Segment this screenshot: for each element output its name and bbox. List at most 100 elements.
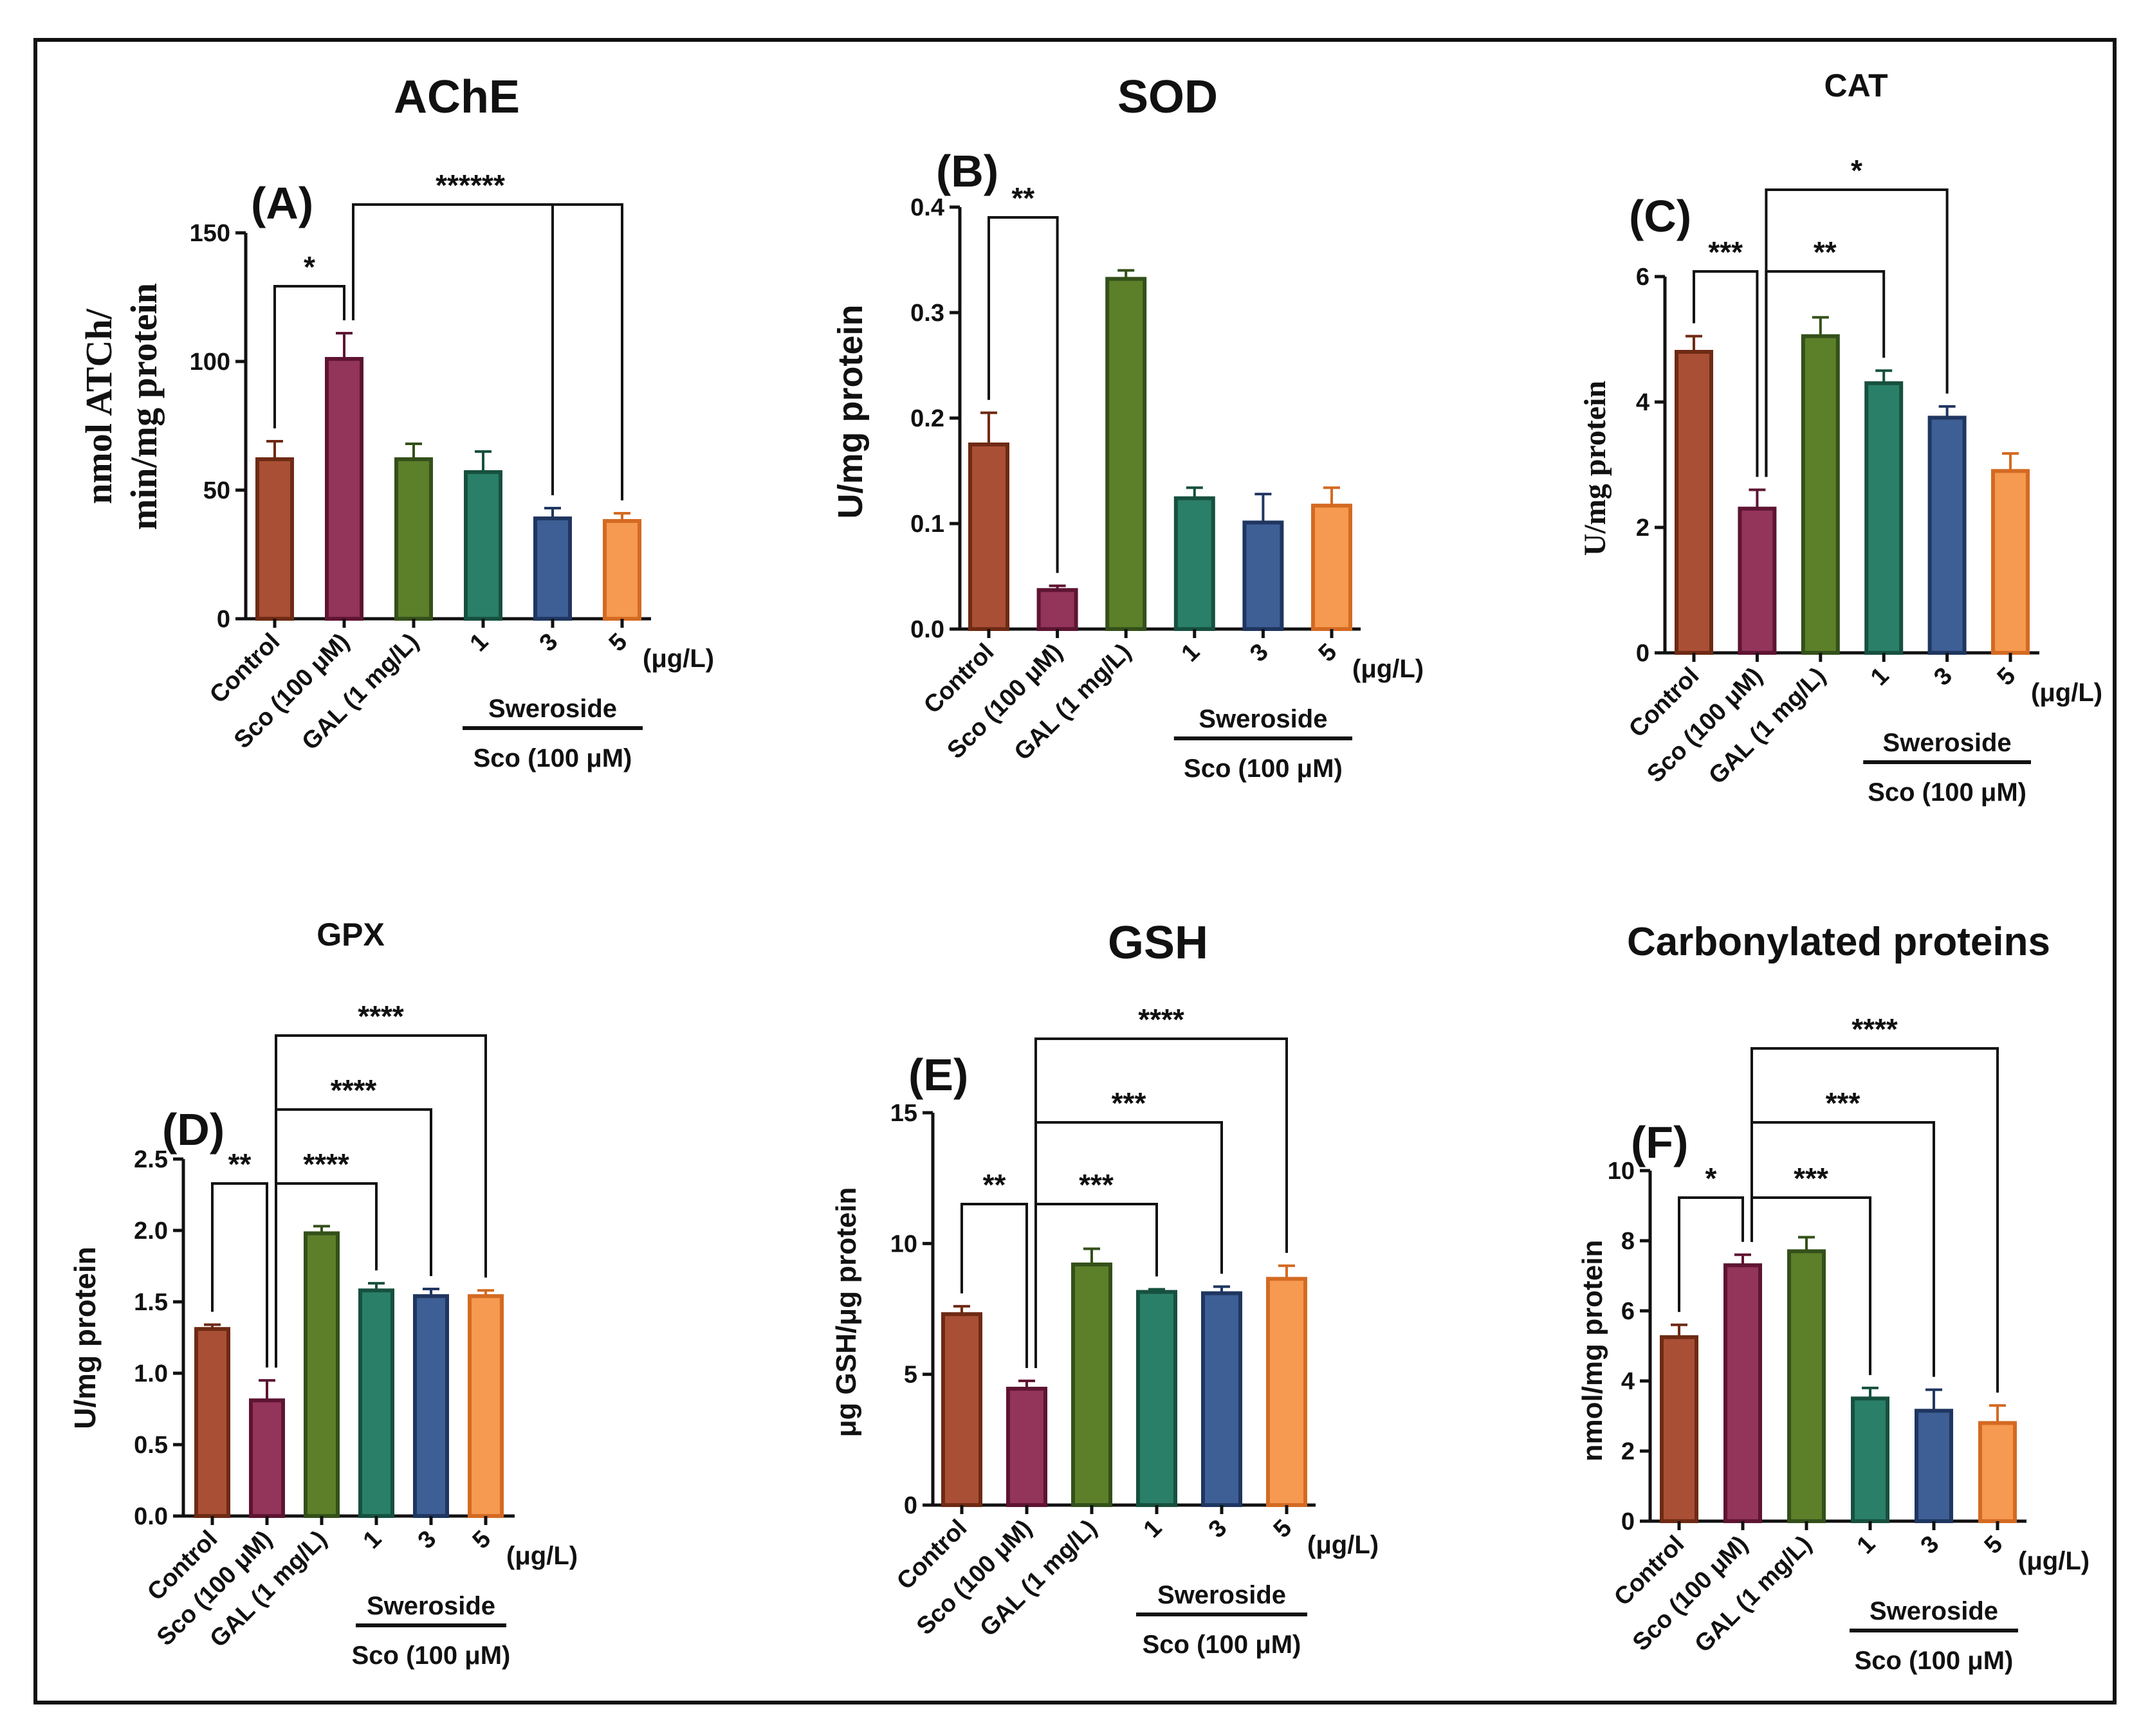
significance-bracket — [275, 1034, 487, 1368]
bar — [1738, 506, 1777, 655]
x-tick-label: 3 — [535, 628, 564, 657]
x-tick-label: 1 — [1139, 1515, 1168, 1544]
group-sublabel: Sco (100 μM) — [1855, 1647, 2014, 1675]
y-tick-label: 50 — [203, 477, 230, 504]
y-tick-label: 15 — [890, 1100, 917, 1127]
group-sublabel: Sco (100 μM) — [352, 1641, 511, 1670]
significance-bracket — [352, 203, 554, 495]
bar — [1105, 277, 1147, 631]
y-tick-label: 0 — [904, 1492, 917, 1519]
x-tick-label: 3 — [1929, 662, 1958, 691]
x-tick-label: 1 — [465, 628, 494, 657]
x-tick-label: 5 — [468, 1526, 497, 1555]
significance-label: ** — [228, 1147, 252, 1181]
group-label: Sweroside — [1883, 729, 2012, 757]
chart-panel-4: GPX(D)U/mg protein0.00.51.01.52.02.5Cont… — [68, 917, 578, 1670]
group-sublabel: Sco (100 μM) — [473, 744, 632, 772]
chart-title: Carbonylated proteins — [1627, 920, 2050, 964]
bar — [1660, 1335, 1698, 1523]
y-axis-label: nmol/mg protein — [1577, 1240, 1608, 1462]
y-axis-label-line: U/mg protein — [1578, 381, 1612, 556]
x-tick-label: 3 — [413, 1526, 442, 1555]
y-tick-label: 150 — [190, 220, 230, 247]
bar — [1864, 381, 1904, 655]
y-axis-label-line: U/mg protein — [68, 1247, 102, 1429]
x-tick-label: GAL (1 mg/L) — [1689, 1531, 1817, 1658]
y-tick-label: 0 — [1621, 1508, 1635, 1535]
significance-bracket — [1765, 188, 1949, 477]
chart-panel-1: AChE (A) nmol ATCh/min/mg protein 0 50 100 150… — [78, 71, 714, 772]
significance-label: **** — [331, 1074, 377, 1107]
group-label: Sweroside — [1870, 1597, 1998, 1625]
group-sublabel: Sco (100 μM) — [1143, 1631, 1301, 1659]
y-axis-label-line: U/mg protein — [831, 305, 870, 519]
unit-label: (μg/L) — [1352, 655, 1424, 683]
bar — [1136, 1290, 1177, 1507]
unit-label: (μg/L) — [2031, 679, 2102, 707]
unit-label: (μg/L) — [643, 644, 714, 673]
chart-title: AChE — [394, 71, 520, 123]
chart-panel-5: GSH(E)μg GSH/μg protein051015ControlSco … — [831, 917, 1379, 1659]
bar — [464, 470, 502, 621]
chart-panel-6: Carbonylated proteins (F) nmol/mg protein 0… — [1577, 920, 2090, 1675]
figure-frame — [33, 38, 2117, 1704]
significance-bracket — [1034, 1037, 1288, 1368]
bar — [1991, 469, 2030, 655]
significance-bracket — [352, 203, 623, 500]
significance-bracket — [988, 216, 1059, 573]
bar — [1787, 1249, 1826, 1523]
bar — [1201, 1291, 1242, 1507]
significance-bracket — [960, 1203, 1028, 1368]
y-axis-label-line: nmol/mg protein — [1577, 1240, 1608, 1462]
y-tick-label: 0.3 — [910, 300, 944, 327]
y-tick-label: 6 — [1621, 1298, 1635, 1325]
y-axis-label: U/mg protein — [68, 1247, 102, 1429]
y-tick-label: 2.0 — [134, 1218, 168, 1245]
x-tick-label: 5 — [1980, 1531, 2008, 1560]
significance-label: *** — [1079, 1168, 1114, 1201]
group-label: Sweroside — [488, 695, 617, 723]
chart-panel-2: SOD(B)U/mg protein0.00.10.20.30.4Control… — [831, 71, 1424, 783]
y-tick-label: 2 — [1636, 515, 1649, 542]
significance-label: *** — [1794, 1162, 1828, 1195]
significance-label: * — [304, 250, 315, 284]
panel-label: (B) — [936, 146, 998, 196]
bar — [603, 519, 641, 621]
unit-label: (μg/L) — [1307, 1531, 1379, 1559]
y-tick-label: 4 — [1636, 389, 1649, 416]
y-tick-label: 0.0 — [910, 616, 944, 643]
group-label: Sweroside — [367, 1592, 495, 1620]
bar — [394, 457, 433, 621]
x-tick-label: 5 — [1992, 662, 2021, 691]
bar — [968, 443, 1009, 631]
significance-label: *** — [436, 169, 470, 202]
significance-label: **** — [303, 1147, 349, 1181]
bar — [468, 1294, 504, 1518]
group-sublabel: Sco (100 μM) — [1184, 754, 1343, 783]
x-tick-label: 1 — [1852, 1531, 1881, 1560]
x-tick-label: 5 — [1314, 639, 1343, 668]
chart-title: GSH — [1108, 917, 1208, 969]
y-axis-label-line: nmol ATCh/ — [78, 308, 120, 504]
significance-bracket — [211, 1182, 268, 1368]
bar — [1173, 496, 1215, 632]
y-tick-label: 0 — [217, 606, 230, 633]
bar — [1311, 504, 1352, 631]
y-axis-label-line: min/mg protein — [123, 283, 165, 530]
bar — [1723, 1263, 1762, 1524]
x-tick-label: GAL (1 mg/L) — [1009, 639, 1137, 766]
significance-label: *** — [470, 169, 505, 202]
y-tick-label: 1.5 — [134, 1289, 168, 1316]
y-tick-label: 10 — [890, 1230, 917, 1257]
bar — [1242, 520, 1284, 631]
bar — [1071, 1262, 1112, 1508]
bar — [1915, 1409, 1953, 1523]
chart-title: SOD — [1117, 71, 1218, 123]
bar — [941, 1312, 982, 1507]
y-tick-label: 10 — [1608, 1158, 1635, 1185]
bar — [325, 357, 363, 621]
significance-label: *** — [1112, 1086, 1146, 1120]
significance-label: ** — [983, 1168, 1006, 1201]
significance-label: **** — [1851, 1012, 1898, 1046]
bar — [1675, 350, 1713, 655]
